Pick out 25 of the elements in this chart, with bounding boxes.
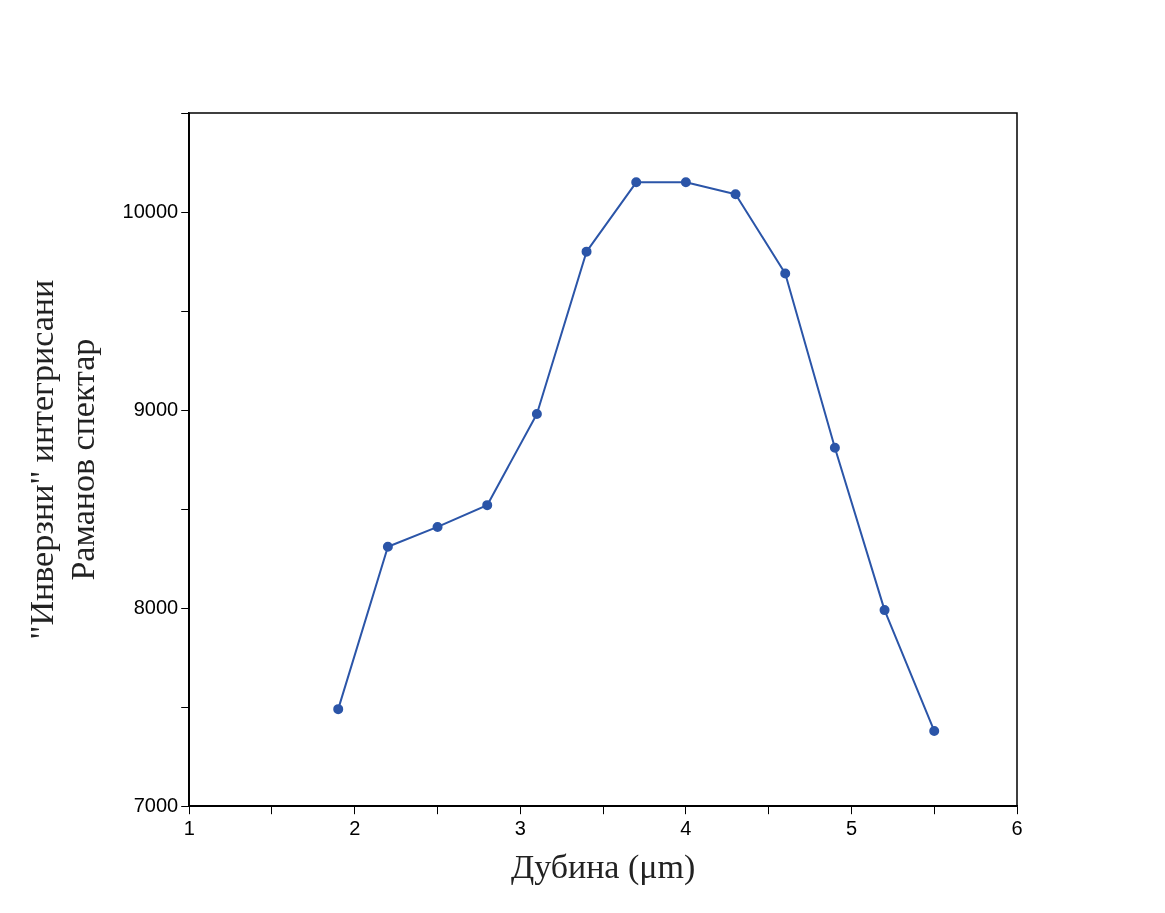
point [333, 704, 344, 715]
point [432, 521, 443, 532]
point [879, 605, 890, 616]
y-tick-label: 10000 [122, 199, 179, 222]
x-tick-label: 1 [183, 816, 195, 839]
point [631, 177, 642, 188]
point [382, 541, 393, 552]
point [829, 442, 840, 453]
x-tick-label: 2 [349, 816, 361, 839]
point [680, 177, 691, 188]
x-tick-label: 3 [514, 816, 526, 839]
x-tick-label: 5 [845, 816, 858, 839]
x-tick-label: 6 [1011, 816, 1023, 839]
x-axis-title: Дубина (μm) [510, 847, 696, 886]
y-tick-label: 9000 [133, 397, 179, 420]
y-tick-label: 7000 [133, 793, 179, 816]
point [929, 725, 940, 736]
point [581, 246, 592, 257]
y-axis-title: "Инверзни" интегрисани Раманов спектар [23, 279, 102, 640]
point [730, 189, 741, 200]
x-tick-label: 4 [680, 816, 692, 839]
y-tick-label: 8000 [133, 595, 179, 618]
point [780, 268, 791, 279]
point [531, 409, 542, 420]
point [482, 500, 493, 511]
